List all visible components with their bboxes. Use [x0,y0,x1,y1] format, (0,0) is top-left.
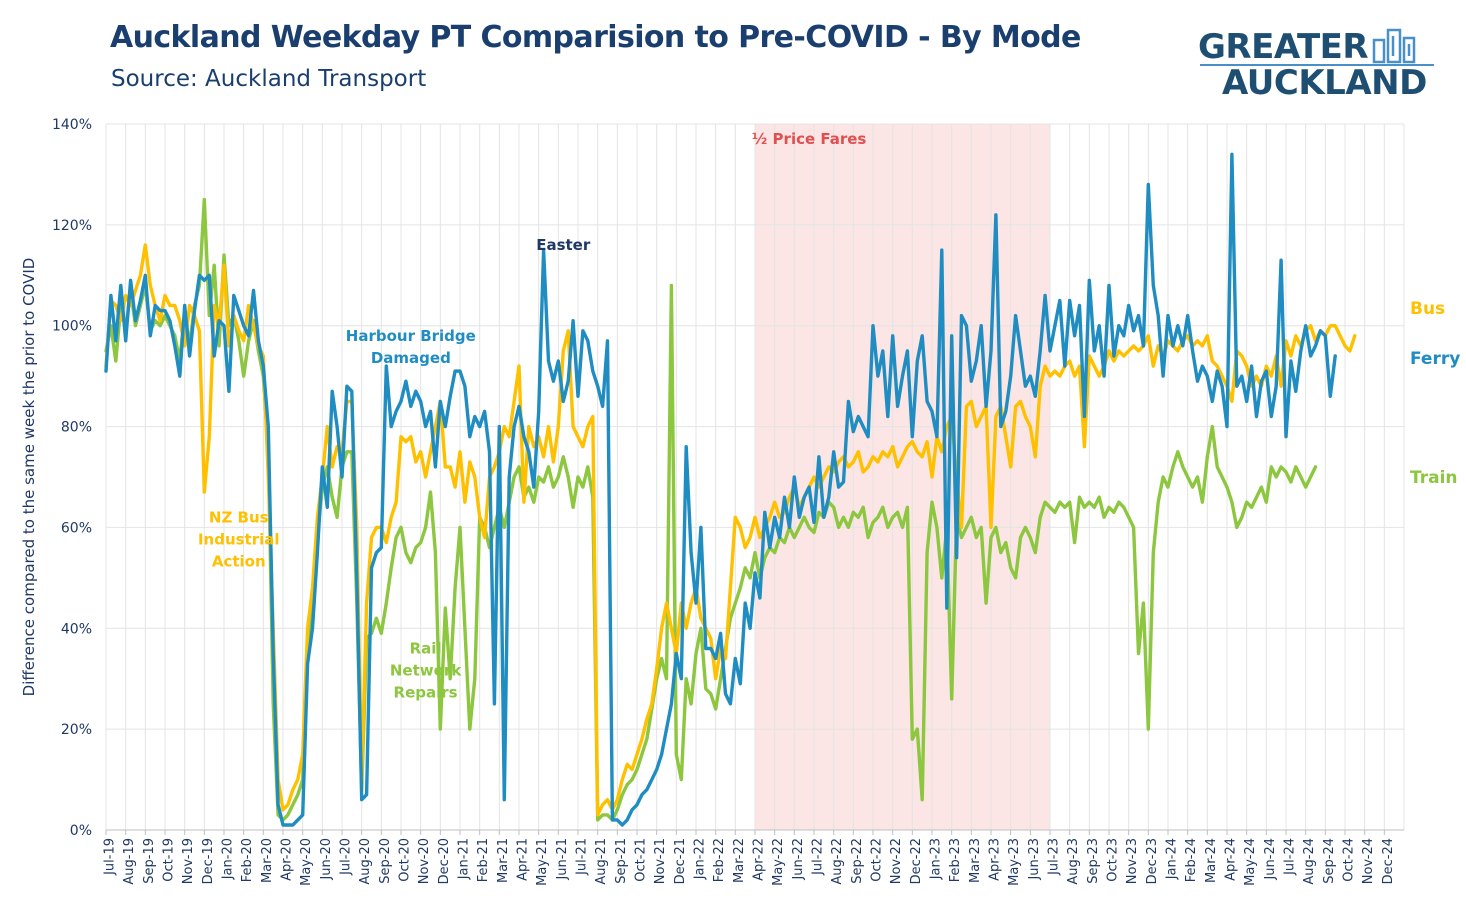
x-tick-label: Oct-19 [162,838,177,882]
y-tick-label: 60% [61,520,92,536]
x-tick-label: Jun-24 [1263,838,1278,881]
x-tick-label: Feb-23 [948,838,963,882]
x-tick-label: Oct-20 [398,838,413,882]
x-tick-label: Apr-20 [280,838,295,881]
x-tick-label: Oct-21 [634,838,649,882]
annotation-rail: Rail Network Repairs [390,640,462,702]
x-tick-label: Sep-19 [142,838,157,884]
x-tick-label: Mar-23 [968,838,983,883]
annotation-harbour: Harbour Bridge Damaged [346,327,476,367]
x-tick-label: Sep-20 [378,838,393,884]
y-axis-title: Difference compared to the same week the… [20,258,38,697]
y-tick-label: 80% [61,420,92,436]
x-tick-label: Mar-24 [1204,838,1219,883]
x-tick-label: May-24 [1243,838,1258,886]
x-tick-label: Sep-22 [850,838,865,884]
x-tick-label: Nov-19 [181,838,196,884]
x-tick-label: Feb-20 [240,838,255,882]
x-tick-label: Oct-22 [870,838,885,882]
x-tick-label: Jul-24 [1283,838,1298,876]
annotation-nzbus: NZ Bus Industrial Action [198,508,280,570]
x-tick-label: Nov-23 [1125,838,1140,884]
x-tick-label: May-22 [771,838,786,886]
x-tick-label: Sep-21 [614,838,629,884]
x-tick-label: Dec-23 [1145,838,1160,884]
y-tick-label: 120% [52,218,92,234]
x-tick-label: Aug-21 [594,838,609,885]
series-line-train [104,197,1318,822]
x-tick-label: Mar-21 [496,838,511,883]
logo-word-auckland: AUCKLAND [1222,63,1427,103]
x-tick-label: Apr-21 [516,838,531,881]
end-label-train: Train [1410,468,1458,488]
greater-auckland-logo: GREATER AUCKLAND [1196,26,1438,104]
x-tick-label: Sep-23 [1086,838,1101,884]
x-tick-label: Dec-24 [1381,838,1396,884]
x-tick-label: Jul-19 [103,838,118,876]
x-tick-label: Dec-19 [201,838,216,884]
x-tick-label: Jul-23 [1047,838,1062,876]
x-tick-label: Nov-20 [417,838,432,884]
x-tick-label: Dec-21 [673,838,688,884]
x-tick-label: Aug-24 [1302,838,1317,885]
end-label-ferry: Ferry [1410,349,1460,369]
x-tick-label: Feb-21 [476,838,491,882]
shaded-region [755,124,1050,830]
x-tick-label: Aug-19 [122,838,137,885]
x-tick-label: Feb-24 [1184,838,1199,882]
chart-title: Auckland Weekday PT Comparision to Pre-C… [110,20,1081,55]
x-tick-label: Nov-21 [653,838,668,884]
x-tick-label: Jan-20 [221,838,236,880]
x-tick-label: Apr-24 [1224,838,1239,881]
x-tick-label: Nov-22 [889,838,904,884]
end-label-bus: Bus [1410,299,1445,319]
x-tick-label: Dec-22 [909,838,924,884]
x-tick-label: Oct-23 [1106,838,1121,882]
y-tick-label: 100% [52,319,92,335]
x-tick-label: Aug-22 [830,838,845,885]
chart-subtitle: Source: Auckland Transport [111,66,427,92]
x-tick-label: Jun-23 [1027,838,1042,881]
y-tick-label: 0% [70,823,92,839]
series-line-bus [104,243,1357,817]
x-tick-label: Sep-24 [1322,838,1337,884]
x-tick-label: Nov-24 [1361,838,1376,884]
x-tick-label: Oct-24 [1342,838,1357,882]
x-tick-label: Jul-20 [339,838,354,876]
x-tick-label: Jan-22 [693,838,708,880]
x-tick-label: Jan-23 [929,838,944,880]
y-tick-label: 40% [61,621,92,637]
y-tick-label: 140% [52,117,92,133]
x-tick-label: May-21 [535,838,550,886]
logo-word-greater: GREATER [1198,27,1369,67]
annotation-shade: ½ Price Fares [752,130,867,148]
x-tick-label: Apr-22 [752,838,767,881]
x-tick-label: Aug-20 [358,838,373,885]
x-tick-label: Jul-22 [811,838,826,876]
x-tick-label: Mar-22 [732,838,747,883]
x-tick-label: Mar-20 [260,838,275,883]
x-tick-label: Jul-21 [575,838,590,876]
x-tick-label: Apr-23 [988,838,1003,881]
x-tick-label: Jun-20 [319,838,334,881]
x-tick-label: May-23 [1007,838,1022,886]
logo-rule [1200,64,1434,66]
x-tick-label: Dec-20 [437,838,452,884]
city-skyline-icon [1372,28,1416,64]
annotation-easter: Easter [536,236,591,254]
x-tick-label: Feb-22 [712,838,727,882]
y-tick-label: 20% [61,722,92,738]
x-tick-label: Jan-21 [457,838,472,880]
x-tick-label: Jun-22 [791,838,806,881]
series-line-ferry [104,152,1337,827]
x-tick-label: Aug-23 [1066,838,1081,885]
x-tick-label: Jun-21 [555,838,570,881]
x-tick-label: Jan-24 [1165,838,1180,880]
x-tick-label: May-20 [299,838,314,886]
